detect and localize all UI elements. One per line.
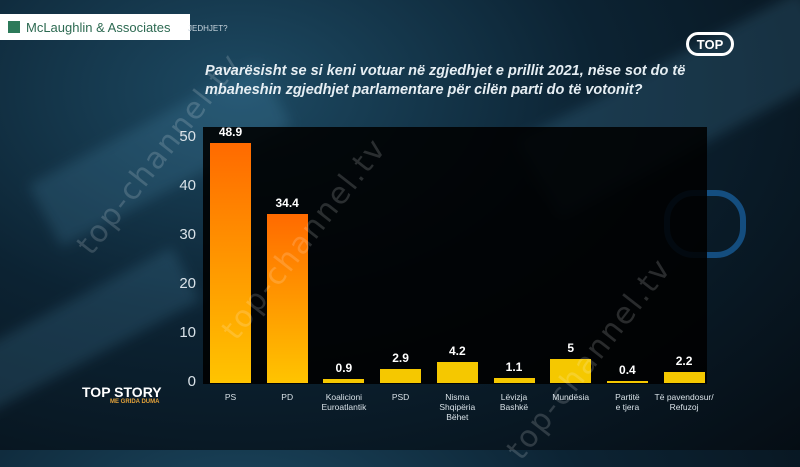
- bar: [266, 214, 308, 383]
- bar: [323, 378, 365, 383]
- bar-value-label: 2.9: [392, 350, 409, 365]
- bar: [550, 358, 592, 383]
- bar-value-label: 0.9: [335, 360, 353, 375]
- y-tick-label: 10: [179, 324, 196, 341]
- bar: [380, 368, 422, 383]
- category-label: Nisma Shqipëria Bëhet: [439, 392, 476, 422]
- show-name: TOP STORY: [82, 384, 162, 400]
- bar: [606, 381, 648, 383]
- category-label: Koalicioni Euroatlantik: [321, 392, 367, 412]
- y-tick-label: 40: [179, 177, 196, 194]
- y-tick-label: 30: [179, 226, 196, 243]
- show-host: ME GRIDA DUMA: [110, 399, 160, 405]
- pollster-logo: McLaughlin & Associates: [0, 14, 190, 40]
- bar-value-label: 34.4: [275, 196, 299, 211]
- y-tick-label: 20: [179, 275, 196, 292]
- category-label: PSD: [391, 392, 410, 402]
- category-label: Lëvizja Bashkë: [499, 392, 529, 412]
- bar-value-label: 2.2: [675, 354, 693, 369]
- poll-question: Pavarësisht se si keni votuar në zgjedhj…: [205, 63, 686, 98]
- pollster-name: McLaughlin & Associates: [26, 19, 171, 35]
- y-tick-label: 50: [179, 128, 196, 145]
- category-label: PS: [224, 392, 237, 402]
- category-label: Partitë e tjera: [615, 392, 640, 412]
- category-label: Të pavendosur/ Refuzoj: [654, 392, 714, 412]
- channel-logo: TOP: [686, 32, 734, 56]
- y-tick-label: 0: [187, 373, 196, 390]
- bar: [663, 372, 705, 383]
- bar: [436, 362, 478, 383]
- pollster-mark-icon: [8, 21, 20, 33]
- bar-value-label: 5: [567, 340, 575, 355]
- bar: [493, 377, 535, 383]
- bar-value-label: 1.1: [505, 359, 523, 374]
- previous-title-fragment: JEDHJET?: [188, 24, 228, 33]
- bar-value-label: 4.2: [448, 344, 466, 359]
- category-label: PD: [281, 392, 294, 402]
- category-label: Mundësia: [552, 392, 590, 402]
- bar-value-label: 0.4: [619, 363, 636, 378]
- bar: [210, 143, 251, 383]
- bar-value-label: 48.9: [218, 125, 243, 140]
